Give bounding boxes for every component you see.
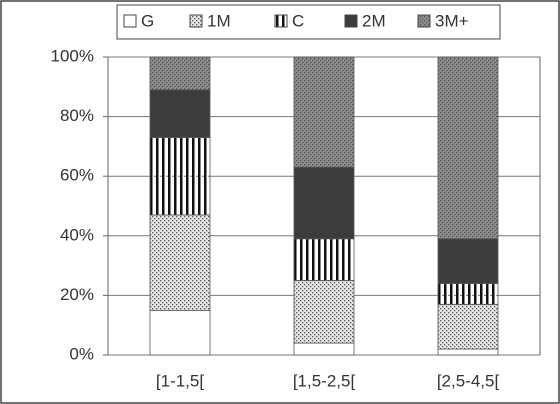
bar-segment	[149, 89, 211, 138]
bar-segment	[293, 280, 355, 344]
bar-segment	[437, 56, 499, 240]
bar-segment	[149, 137, 211, 216]
legend-swatch	[274, 14, 288, 28]
legend-label: 3M+	[435, 11, 469, 30]
legend-swatch	[123, 14, 137, 28]
x-tick-label: [2,5-4,5[	[437, 371, 500, 390]
bar-segment	[293, 56, 355, 168]
y-tick-label: 0%	[69, 344, 94, 363]
bar-segment	[293, 166, 355, 240]
y-tick-label: 100%	[51, 46, 94, 65]
legend	[116, 4, 501, 40]
legend-label: 1M	[207, 11, 231, 30]
bar-segment	[293, 238, 355, 281]
y-tick-label: 60%	[60, 166, 94, 185]
legend-swatch	[417, 14, 431, 28]
bar-segment	[437, 283, 499, 305]
legend-swatch	[344, 14, 358, 28]
y-tick-label: 80%	[60, 106, 94, 125]
legend-swatch	[189, 14, 203, 28]
y-tick-label: 20%	[60, 285, 94, 304]
x-tick-label: [1,5-2,5[	[293, 371, 356, 390]
bar-segment	[437, 238, 499, 284]
y-tick-label: 40%	[60, 225, 94, 244]
bar-segment	[149, 309, 211, 356]
bar-segment	[149, 56, 211, 91]
bar-segment	[437, 348, 499, 356]
legend-label: G	[141, 11, 154, 30]
x-tick-label: [1-1,5[	[156, 371, 204, 390]
legend-label: C	[292, 11, 304, 30]
bar-segment	[437, 303, 499, 350]
bar-segment	[149, 214, 211, 311]
bar-segment	[293, 342, 355, 356]
legend-label: 2M	[362, 11, 386, 30]
